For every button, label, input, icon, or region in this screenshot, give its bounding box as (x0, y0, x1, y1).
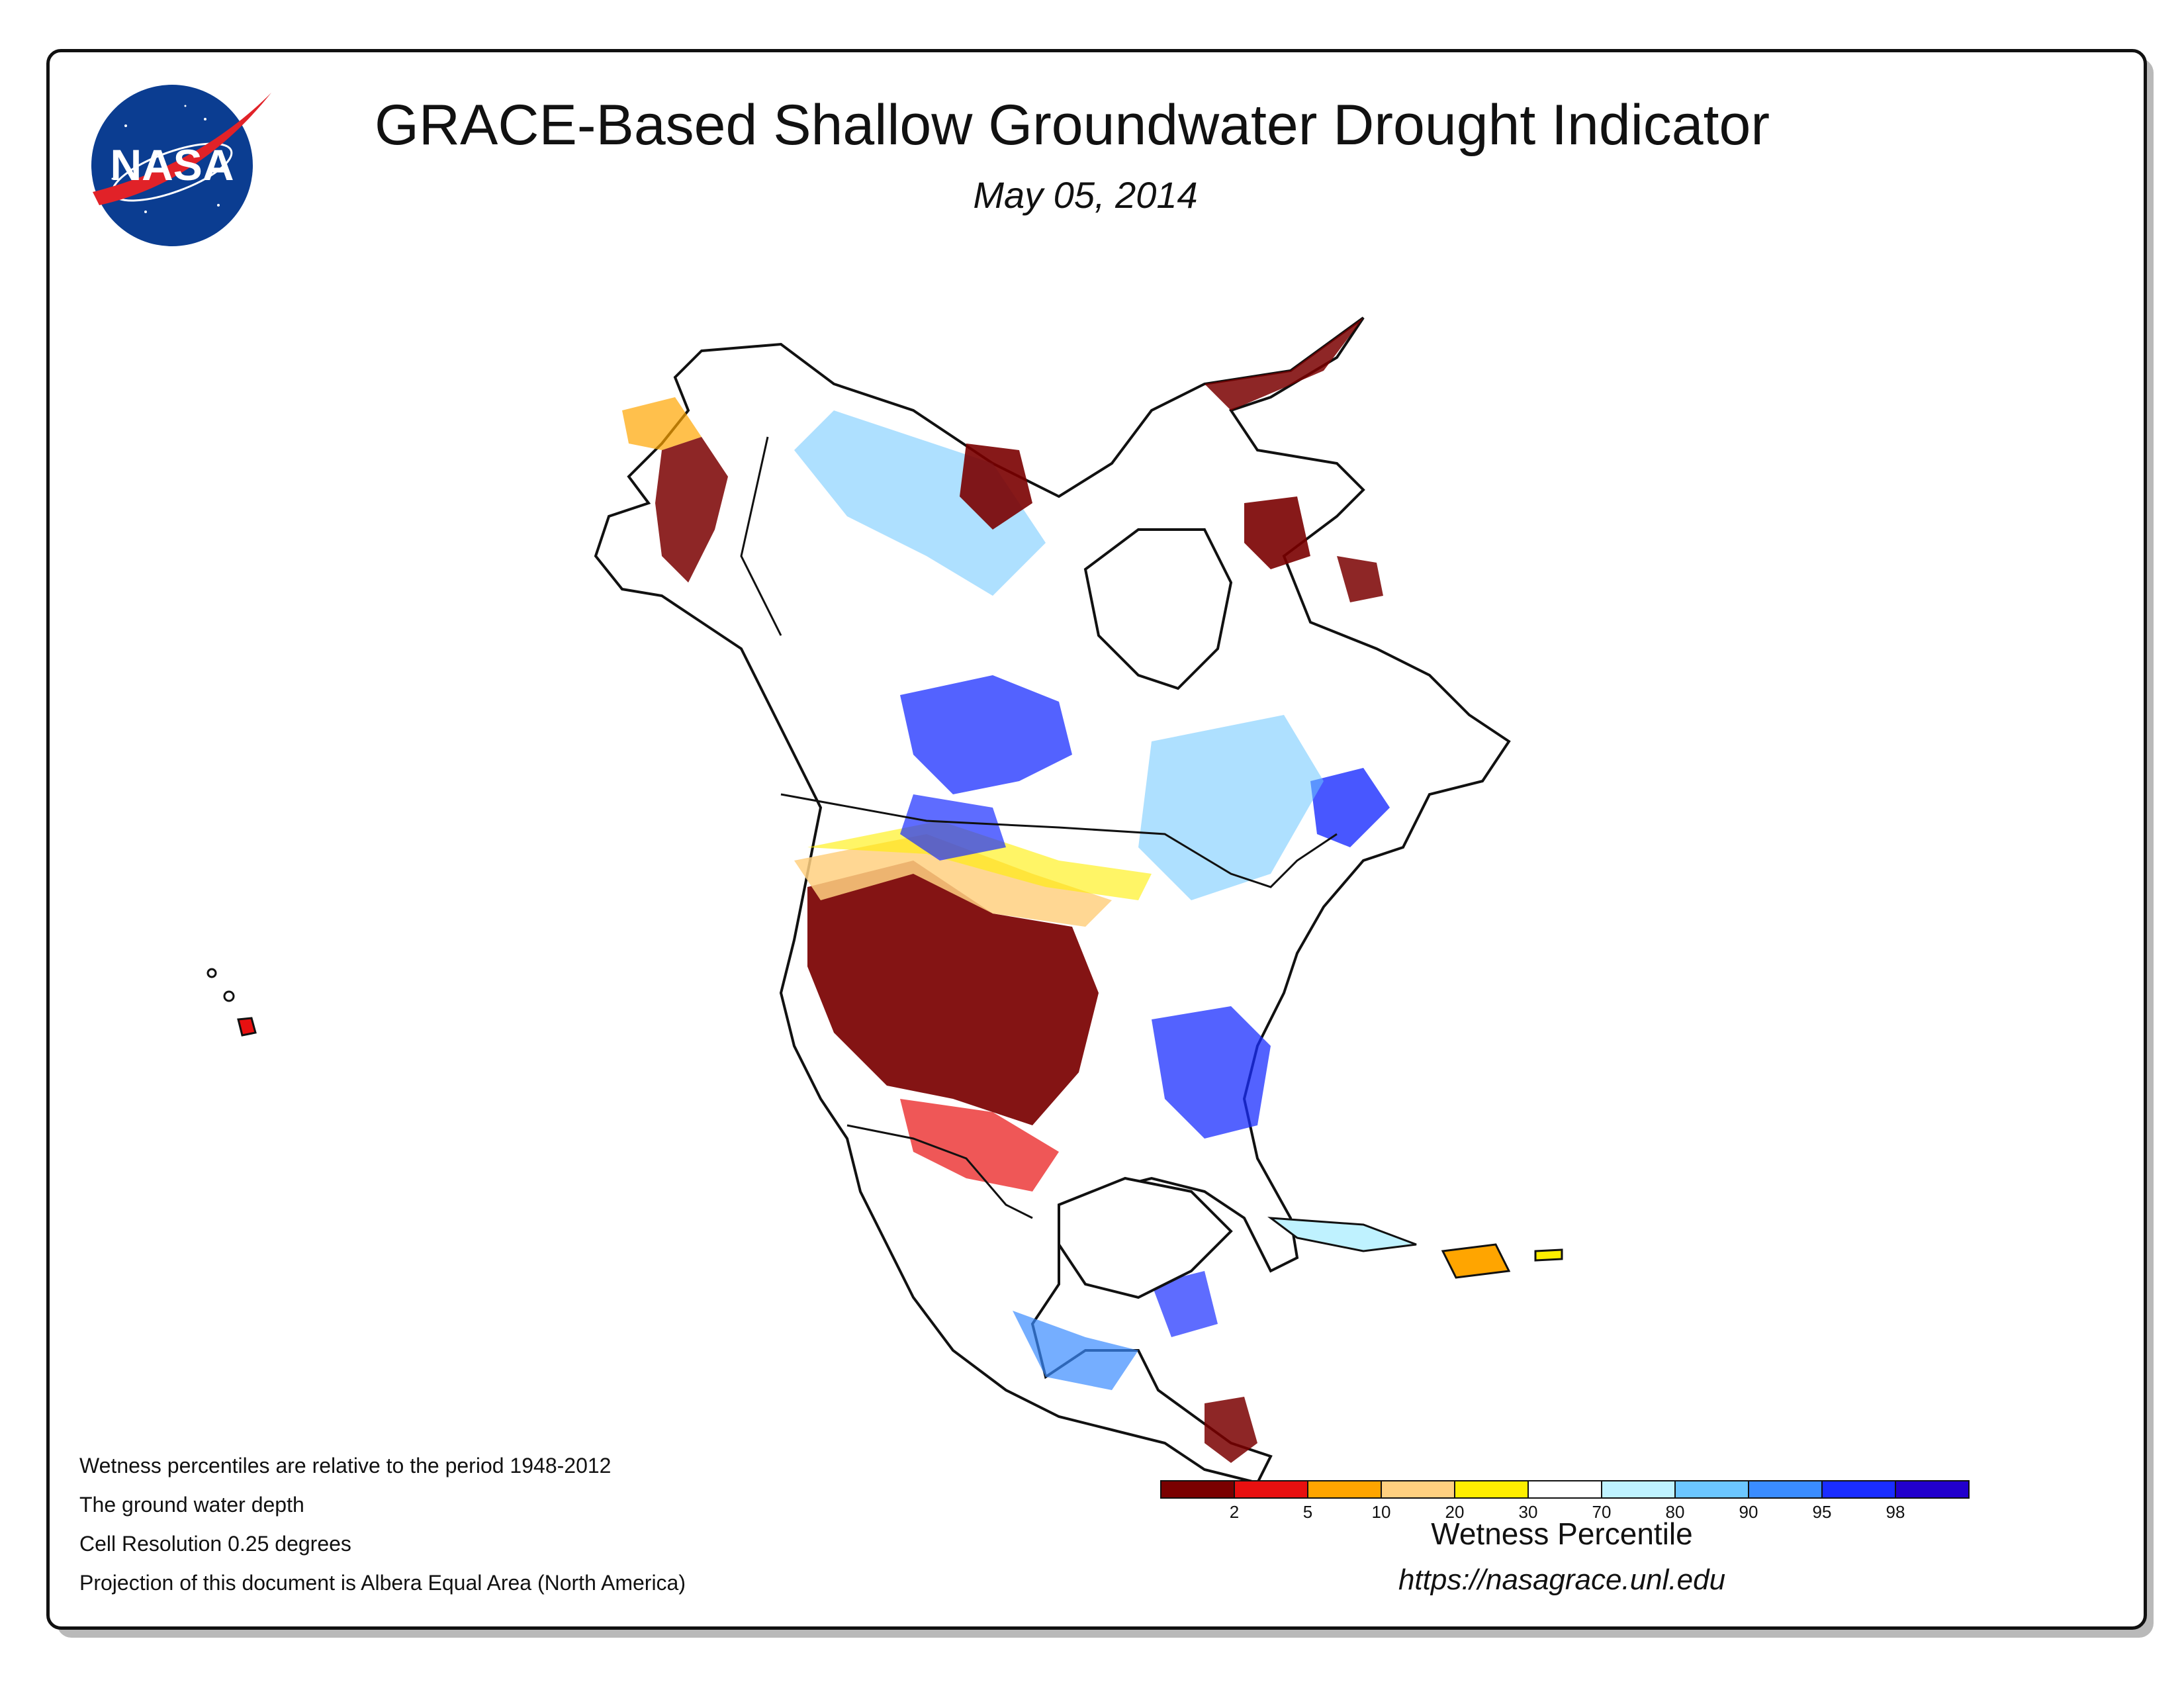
wet-southeast (1152, 1006, 1271, 1139)
legend-swatch-3 (1381, 1480, 1455, 1499)
legend-colorbar: 2 5 10 20 30 70 80 90 95 98 (1160, 1480, 1970, 1522)
legend-tick-label: 70 (1592, 1502, 1612, 1522)
legend-swatch-8 (1748, 1480, 1823, 1499)
legend-swatch-1 (1234, 1480, 1308, 1499)
wet-north-plains (900, 794, 1006, 861)
note-cell-resolution: Cell Resolution 0.25 degrees (79, 1532, 351, 1556)
north-america-landmass (594, 316, 1511, 1485)
us-mexico-border (846, 1124, 1033, 1219)
drought-labrador (1337, 556, 1383, 602)
legend-tick-label: 5 (1303, 1502, 1312, 1522)
drought-quebec (1244, 496, 1310, 569)
island-puerto-rico (1534, 1248, 1563, 1262)
legend-tick-label: 20 (1445, 1502, 1465, 1522)
drought-southwest (807, 861, 1099, 1125)
legend-tick-label: 30 (1519, 1502, 1538, 1522)
legend-tick-label: 2 (1230, 1502, 1239, 1522)
legend-swatch-9 (1821, 1480, 1896, 1499)
legend-swatch-2 (1307, 1480, 1382, 1499)
drought-alaska-orange (622, 397, 702, 450)
island-oahu (206, 968, 217, 978)
canada-us-border (780, 793, 1338, 888)
wet-prairies (900, 675, 1072, 794)
drought-alaska-coast (655, 437, 728, 583)
caribbean-islands (1267, 1217, 1563, 1279)
source-url: https://nasagrace.unl.edu (1398, 1564, 1726, 1596)
hudson-bay (1083, 528, 1233, 690)
island-maui (223, 990, 235, 1002)
note-projection: Projection of this document is Albera Eq… (79, 1571, 686, 1595)
island-hispaniola (1441, 1243, 1511, 1279)
drought-texas (900, 1099, 1059, 1192)
note-ground-water: The ground water depth (79, 1493, 304, 1517)
drought-greenland-tip (1205, 318, 1363, 410)
legend-tick-label: 98 (1886, 1502, 1905, 1522)
dry-yellow-band (807, 821, 1152, 900)
wet-light-blue-east (1138, 715, 1324, 900)
island-hawaii (237, 1017, 257, 1037)
wet-mexico-coast (1013, 1311, 1138, 1390)
wet-northeast (1310, 768, 1390, 847)
gulf-of-mexico (1058, 1176, 1233, 1299)
drought-central-america (1205, 1397, 1257, 1463)
map-date: May 05, 2014 (973, 174, 1198, 216)
drought-nunavut (960, 444, 1032, 530)
hawaii-islands (206, 968, 257, 1037)
legend-swatch-6 (1601, 1480, 1676, 1499)
legend-swatch-10 (1895, 1480, 1970, 1499)
page-title: GRACE-Based Shallow Groundwater Drought … (374, 93, 1770, 157)
nasa-logo: NASA (91, 85, 271, 246)
wet-yucatan (1152, 1271, 1218, 1337)
legend-tick-label: 90 (1739, 1502, 1758, 1522)
legend-tick-label: 95 (1813, 1502, 1832, 1522)
drought-southwest-fringe (794, 834, 1112, 927)
legend-swatch-5 (1527, 1480, 1602, 1499)
alaska-border (740, 436, 782, 636)
legend-tick-label: 80 (1666, 1502, 1685, 1522)
legend-tick-label: 10 (1372, 1502, 1391, 1522)
drought-map (206, 316, 1563, 1485)
legend-title: Wetness Percentile (1431, 1517, 1693, 1551)
legend-swatch-4 (1454, 1480, 1529, 1499)
nasa-logo-text: NASA (110, 140, 234, 189)
legend-swatch-0 (1160, 1480, 1235, 1499)
note-percentile-period: Wetness percentiles are relative to the … (79, 1454, 612, 1477)
legend-swatch-7 (1674, 1480, 1749, 1499)
wet-light-blue-canada (794, 410, 1046, 596)
island-cuba (1267, 1217, 1417, 1252)
